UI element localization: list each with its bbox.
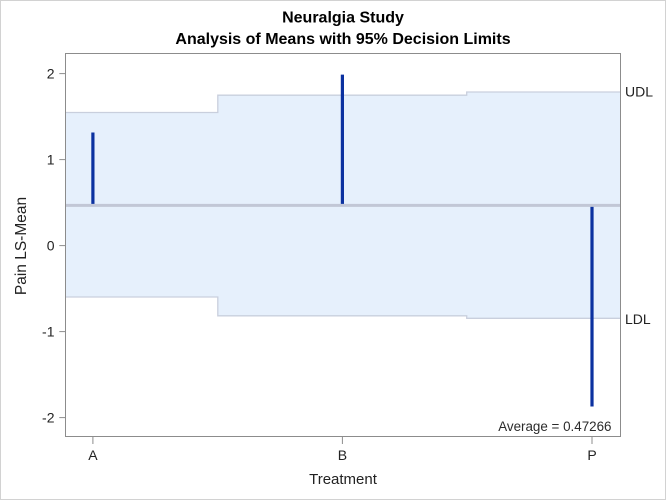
svg-text:2: 2	[47, 65, 55, 81]
svg-text:UDL: UDL	[625, 84, 653, 100]
svg-text:Average = 0.47266: Average = 0.47266	[498, 419, 611, 434]
svg-text:Analysis of Means with 95% Dec: Analysis of Means with 95% Decision Limi…	[175, 31, 510, 48]
svg-text:0: 0	[47, 237, 55, 253]
svg-text:A: A	[88, 447, 98, 463]
svg-text:Neuralgia Study: Neuralgia Study	[282, 9, 404, 26]
svg-text:B: B	[338, 447, 347, 463]
svg-text:-2: -2	[42, 409, 55, 425]
svg-text:P: P	[587, 447, 596, 463]
svg-text:Pain LS-Mean: Pain LS-Mean	[13, 197, 30, 295]
svg-text:-1: -1	[42, 323, 55, 339]
svg-text:1: 1	[47, 151, 55, 167]
svg-text:Treatment: Treatment	[309, 471, 378, 488]
svg-text:LDL: LDL	[625, 311, 651, 327]
